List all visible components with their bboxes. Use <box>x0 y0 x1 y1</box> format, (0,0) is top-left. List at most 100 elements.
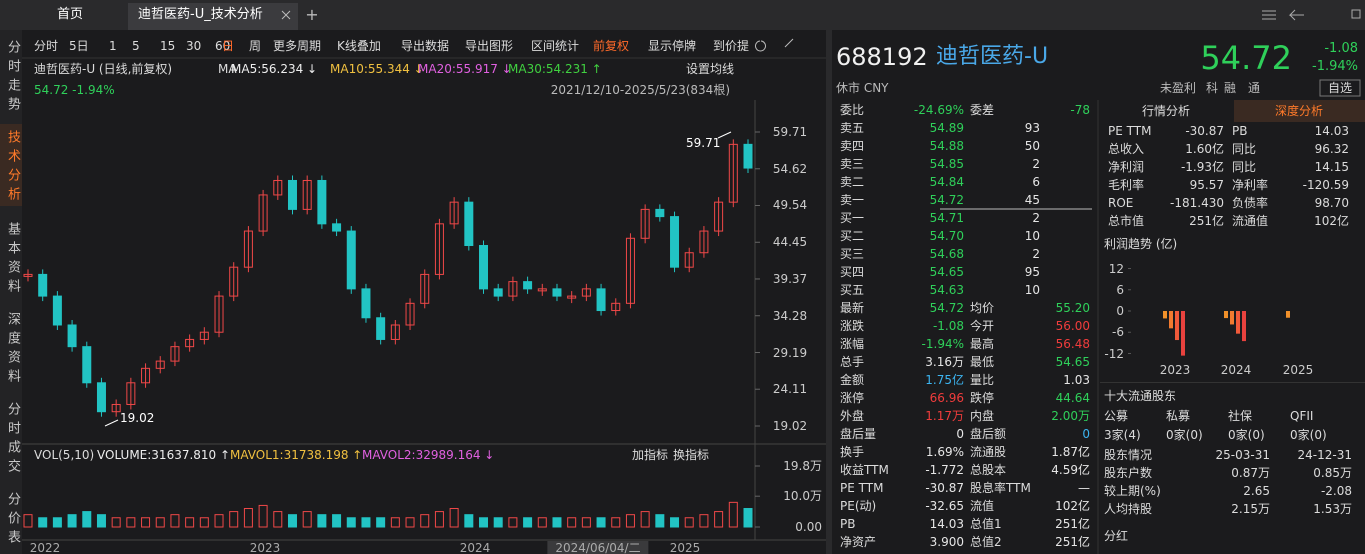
metric-value: 95.57 <box>1189 178 1224 192</box>
stat-label: 外盘 <box>840 409 865 423</box>
stat-label: 换手 <box>840 445 865 459</box>
x-tick-label: 2025 <box>669 541 701 554</box>
candle <box>302 179 312 210</box>
stat-label: 内盘 <box>970 409 995 423</box>
market-status: 休市 CNY <box>836 81 889 95</box>
switch-indicator[interactable]: 换指标 <box>673 448 710 462</box>
stat-value: 251亿 <box>1055 517 1090 531</box>
profit-bar <box>1163 311 1167 319</box>
toolbar-item[interactable]: 15 <box>160 39 176 53</box>
stat-value: 1.03 <box>1063 373 1090 387</box>
holder-value: 2.15万 <box>1231 502 1270 516</box>
volume-bar <box>743 508 753 528</box>
toolbar-item[interactable]: 周 <box>249 39 262 53</box>
metric-label: 流通值 <box>1232 214 1269 228</box>
candle <box>684 252 694 268</box>
sidebar-item[interactable]: 基本资料 <box>5 222 20 298</box>
volume-bar <box>52 517 62 528</box>
candle <box>199 331 209 340</box>
metric-label: 净利率 <box>1232 178 1269 192</box>
volume-bar <box>479 517 489 528</box>
toolbar-item[interactable]: 60 <box>215 39 231 53</box>
volume-bar <box>390 517 400 528</box>
toolbar-item[interactable]: 导出数据 <box>401 39 450 53</box>
candle <box>390 324 400 340</box>
toolbar-item[interactable]: 前复权 <box>593 39 630 53</box>
toolbar-item[interactable]: 显示停牌 <box>648 39 697 53</box>
volume-bar <box>508 517 518 528</box>
sidebar-item[interactable]: 深度资料 <box>5 312 20 388</box>
tab-active <box>1234 100 1365 122</box>
metric-value: 1.60亿 <box>1185 142 1224 156</box>
metric-value: 251亿 <box>1189 214 1224 228</box>
close-tab[interactable] <box>281 10 291 20</box>
volume-bar <box>111 517 121 528</box>
candle <box>640 208 650 239</box>
toolbar-item[interactable]: K线叠加 <box>337 39 381 53</box>
volume-bar <box>493 517 503 528</box>
candle <box>67 324 77 348</box>
stat-value: 54.72 <box>929 301 964 315</box>
toolbar-item[interactable]: 5 <box>132 39 140 53</box>
y-tick-label: 59.71 <box>772 125 808 139</box>
active-tab[interactable] <box>128 3 298 30</box>
vol-title: VOL(5,10) <box>34 448 95 462</box>
toolbar-item[interactable]: 日 <box>222 39 235 53</box>
menu-icon[interactable] <box>1262 10 1276 20</box>
toolbar-item[interactable]: 区间统计 <box>531 39 580 53</box>
toolbar-item[interactable]: 导出图形 <box>465 39 514 53</box>
metric-value: -30.87 <box>1185 124 1224 138</box>
stat-value: 56.00 <box>1055 319 1090 333</box>
stock-code: 688192 <box>836 43 928 71</box>
book-level: 卖一 <box>840 193 865 207</box>
book-label: 委比 <box>840 103 865 117</box>
candle <box>155 360 165 369</box>
profit-bar <box>1175 311 1179 341</box>
price: 54.72 <box>1200 39 1292 77</box>
stat-value: 3.16万 <box>925 355 964 369</box>
sidebar-item[interactable]: 分时成交 <box>5 402 20 478</box>
metric-value: 14.03 <box>1314 124 1349 138</box>
metric-value: -1.93亿 <box>1180 160 1224 174</box>
candle <box>479 245 489 290</box>
toolbar-item[interactable]: 到价提 <box>713 39 750 53</box>
add-indicator[interactable]: 加指标 <box>632 448 669 462</box>
x-tick-label: 2024 <box>459 541 491 554</box>
holder-label: 股东户数 <box>1104 466 1153 480</box>
candle <box>287 179 297 210</box>
stat-label: 最低 <box>970 355 995 369</box>
y-tick-label: 44.45 <box>772 235 808 250</box>
back-icon[interactable] <box>1288 9 1304 21</box>
section-title[interactable]: 分红 <box>1104 529 1129 543</box>
metric-label: 总市值 <box>1108 214 1145 228</box>
candle <box>141 367 151 384</box>
watch-box[interactable] <box>1319 79 1361 97</box>
metric-value: 96.32 <box>1314 142 1349 156</box>
sidebar-item[interactable]: 分价表 <box>5 492 20 549</box>
ma-value: MA20:55.917 ↓ <box>418 62 512 76</box>
settings[interactable]: 设置均线 <box>686 62 735 76</box>
active-tab-title[interactable]: 迪哲医药-U_技术分析 <box>138 7 263 22</box>
sidebar-item[interactable]: 技术分析 <box>5 130 20 206</box>
volume-bar <box>229 511 239 528</box>
book-level: 买一 <box>840 211 865 225</box>
y-tick-label: 0 <box>1116 304 1124 318</box>
toolbar-item[interactable]: 30 <box>186 39 202 53</box>
sidebar-item[interactable]: 分时走势 <box>5 40 20 116</box>
tab[interactable]: 深度分析 <box>1274 104 1324 118</box>
toolbar-item[interactable]: 更多周期 <box>273 39 322 53</box>
toolbar-item[interactable]: 1 <box>109 39 117 53</box>
watch-button[interactable]: 自选 <box>1327 81 1353 95</box>
x-tick-label: 2023 <box>249 541 281 554</box>
toolbar-item[interactable]: 5日 <box>69 39 89 53</box>
tab[interactable]: 行情分析 <box>1141 104 1191 118</box>
stat-label: 今开 <box>970 319 995 333</box>
volume-bar <box>258 504 268 528</box>
toolbar-item[interactable]: 分时 <box>34 39 59 53</box>
home-tab[interactable]: 首页 <box>56 7 84 22</box>
profit-bar <box>1181 311 1185 356</box>
add-tab[interactable]: + <box>305 5 319 24</box>
window-icon[interactable] <box>1351 9 1361 19</box>
candle <box>96 382 106 413</box>
tool-icon[interactable] <box>755 38 794 52</box>
